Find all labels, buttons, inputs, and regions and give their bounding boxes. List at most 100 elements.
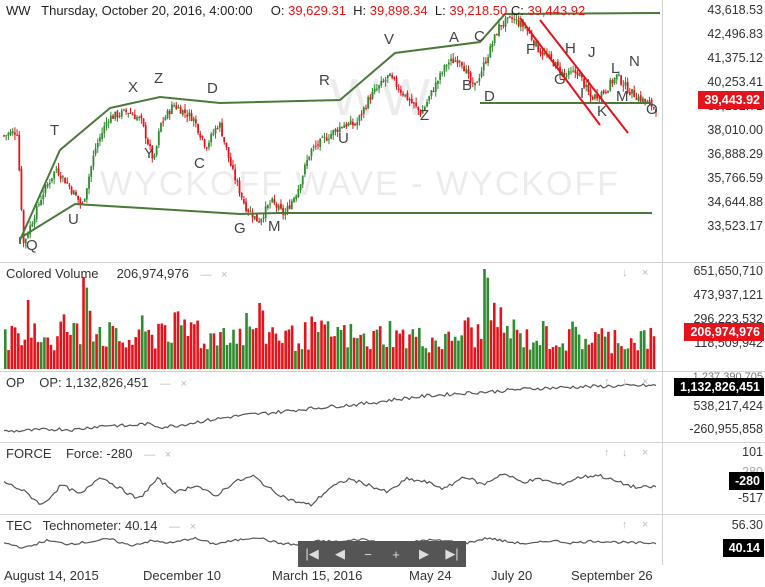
panel-minimize-icon[interactable]: — [160,378,172,390]
candle-body [332,130,335,136]
candle-body [556,61,559,66]
move-up-icon[interactable]: ↑ [604,376,610,388]
candle-body [367,96,370,109]
candle-body [184,109,186,113]
scroll-left-button[interactable]: ◀ [335,546,345,561]
volume-bar [382,344,385,369]
candle-body [177,107,180,109]
volume-bar [85,287,89,369]
volume-bar [483,269,486,369]
candle-body [432,91,435,93]
zoom-in-button[interactable]: + [392,546,400,562]
jump-end-button[interactable]: ▶| [445,546,459,561]
watermark-symbol: WW [330,69,433,127]
candle-body [277,205,280,210]
volume-bar [150,334,154,369]
volume-tick: 651,650,710 [693,264,763,278]
panel-minimize-icon[interactable]: — [144,449,156,461]
panel-minimize-icon[interactable]: — [200,269,212,281]
candle-body [334,129,337,132]
volume-bar [424,348,428,369]
candle-body [504,18,507,27]
volume-chart[interactable] [0,263,662,371]
close-panel-icon[interactable]: × [642,267,649,279]
jump-start-button[interactable]: |◀ [305,546,319,561]
force-chart[interactable] [0,443,662,514]
candle-body [83,198,86,202]
candle-body [419,110,422,115]
candle-body [354,123,356,126]
candle-body [615,74,618,80]
close-panel-icon[interactable]: × [642,519,649,531]
close-panel-icon[interactable]: × [642,376,649,388]
volume-bar [356,338,359,369]
volume-bar [581,349,584,369]
panel-close-icon[interactable]: × [189,521,197,533]
volume-bar [153,348,157,369]
volume-bar [623,349,626,369]
candle-body [362,107,365,114]
last-price-tag: 39,443.92 [698,91,764,109]
panel-close-icon[interactable]: × [164,449,172,461]
volume-bar [444,333,447,369]
candle-body [430,90,433,96]
volume-bar [170,342,173,369]
panel-close-icon[interactable]: × [180,378,188,390]
op-chart[interactable] [0,372,662,442]
panel-close-icon[interactable]: × [221,269,228,281]
volume-bar [463,320,467,369]
move-up-icon[interactable]: ↑ [604,447,610,459]
candle-body [210,133,213,143]
candle-body [508,16,511,18]
candle-body [186,114,189,117]
open-label: O: [270,3,285,18]
candle-body [587,84,590,92]
volume-bar [297,343,300,369]
volume-bar [49,344,53,369]
candle-body [188,112,191,116]
op-last-tag: 1,132,826,451 [674,378,764,396]
volume-bar [414,336,418,369]
volume-bar [65,331,69,369]
volume-bar [486,277,490,369]
candle-body [51,178,53,182]
force-axis: 101 -280 -517 -280 [662,443,765,514]
candle-body [234,169,237,181]
candle-body [360,113,363,116]
scroll-right-button[interactable]: ▶ [419,546,429,561]
candle-body [90,166,93,177]
candle-body [92,155,95,167]
volume-bar [183,319,186,369]
candle-body [242,199,245,204]
candle-body [402,93,404,96]
tec-title: TEC [6,518,32,533]
volume-bar [646,348,649,369]
volume-bar [238,328,242,369]
move-down-icon[interactable]: ↓ [622,267,628,279]
volume-header: Colored Volume 206,974,976 — × [6,266,228,281]
volume-bar [525,329,529,369]
move-down-icon[interactable]: ↓ [622,376,628,388]
move-down-icon[interactable]: ↓ [622,447,628,459]
volume-bar [496,327,499,369]
candle-body [138,116,141,118]
candle-body [229,157,232,167]
candle-body [203,139,206,147]
trend-line [539,19,629,134]
candle-body [474,82,476,86]
price-tick: 42,496.83 [707,27,763,41]
candle-body [485,61,487,64]
candle-body [125,110,128,113]
move-up-icon[interactable]: ↑ [622,519,628,531]
wave-label: I [580,85,584,102]
panel-minimize-icon[interactable]: — [169,521,181,533]
candle-body [426,102,428,107]
volume-bar [541,321,545,369]
candle-body [147,139,149,145]
candle-body [463,66,466,72]
candle-body [266,205,269,208]
volume-bar [101,345,105,369]
close-panel-icon[interactable]: × [642,447,649,459]
zoom-out-button[interactable]: − [364,546,372,562]
